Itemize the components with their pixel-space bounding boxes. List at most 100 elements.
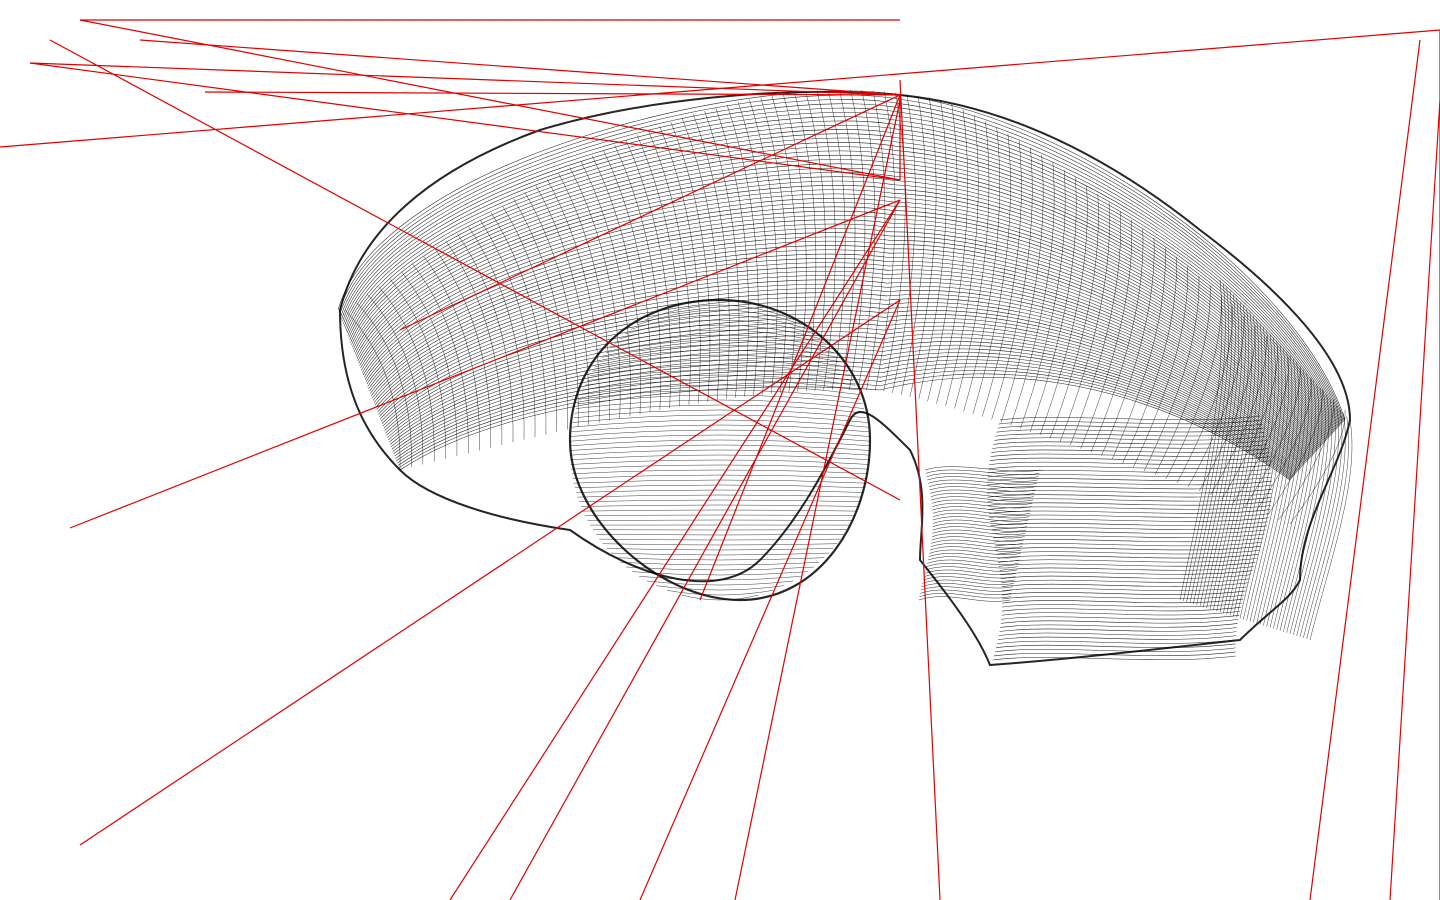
mesh-lower-left-layer	[918, 596, 1011, 602]
inner-loop-line	[637, 309, 803, 325]
mesh-right-fold	[1299, 409, 1343, 637]
mesh-section-line	[963, 127, 1000, 412]
mesh-section-line	[344, 309, 401, 471]
mesh-section-line	[1143, 276, 1200, 472]
mesh-section-line	[982, 140, 1022, 417]
mesh-lower-layer	[1001, 586, 1247, 592]
mesh-outline	[338, 90, 1352, 667]
inner-loop-line	[572, 474, 868, 479]
mesh-section-line	[434, 248, 491, 448]
mesh-lower-layer	[994, 647, 1236, 653]
mesh-right-fold	[1219, 323, 1263, 613]
mesh-contour-line	[370, 245, 1317, 452]
mesh-contour-line	[395, 359, 1295, 476]
mesh-section-line	[900, 95, 926, 395]
mesh-section-line	[356, 302, 412, 468]
mesh-right-fold	[1183, 283, 1226, 602]
ray-line	[899, 79, 941, 900]
mesh-contour-line	[343, 116, 1341, 426]
inner-loop-line	[570, 439, 870, 447]
mesh-lower-left-layer	[932, 513, 1030, 519]
mesh-section-line	[670, 122, 711, 402]
mesh-lower-left-layer	[927, 559, 1019, 565]
mesh-contour-line	[366, 228, 1320, 448]
mesh-lower-layer	[989, 460, 1271, 466]
mesh-right-fold	[1276, 384, 1319, 630]
mesh-section-line	[457, 233, 514, 443]
mesh-lower-left-layer	[932, 509, 1031, 515]
mesh-lower-layer	[999, 415, 1261, 421]
mesh-contour-line	[359, 193, 1327, 442]
mesh-contour-line	[355, 176, 1330, 438]
mesh-lower-layer	[987, 480, 1272, 486]
mesh-section-line	[681, 118, 720, 401]
mesh-contour-line	[371, 253, 1315, 454]
ray-lines	[0, 19, 1440, 900]
mesh-section-line	[794, 92, 817, 392]
inner-loop-line	[577, 494, 863, 498]
mesh-right-fold	[1306, 416, 1349, 640]
mesh-section-line	[954, 121, 990, 409]
mesh-contour-line	[382, 305, 1306, 464]
mesh-lower-left-layer	[921, 583, 1014, 589]
mesh-contour-line	[344, 120, 1340, 427]
inner-loop-line	[602, 543, 838, 546]
ray-line	[79, 299, 901, 846]
mesh-contour-line	[346, 133, 1338, 429]
mesh-section-line	[1010, 162, 1055, 426]
mesh-lower-layer	[1001, 606, 1241, 612]
mesh-lower-layer	[991, 448, 1269, 453]
mesh-contour-line	[388, 329, 1301, 469]
mesh-right-fold	[1283, 391, 1326, 632]
inner-loop-line	[632, 571, 808, 576]
inner-loop-line	[586, 369, 854, 381]
mesh-section-line	[1039, 185, 1088, 436]
inner-loop-line	[599, 538, 841, 541]
mesh-right-fold	[1303, 412, 1346, 639]
inner-loop-line	[609, 334, 831, 349]
mesh-lower-layer	[990, 452, 1269, 457]
mesh-contour-line	[384, 313, 1304, 466]
mesh-section-line	[892, 94, 916, 393]
mesh-section-line	[1187, 315, 1245, 487]
wireframe-mesh	[337, 89, 1353, 667]
mesh-lower-layer	[993, 537, 1264, 543]
mesh-right-fold	[1203, 305, 1246, 608]
mesh-section-line	[715, 107, 749, 397]
inner-loop-line	[592, 359, 848, 372]
mesh-section-line	[1020, 169, 1066, 429]
mesh-lower-layer	[998, 631, 1237, 636]
mesh-contour-line	[379, 288, 1309, 461]
mesh-lower-layer	[998, 562, 1256, 567]
mesh-section-line	[827, 90, 846, 391]
mesh-lower-layer	[1000, 574, 1251, 579]
mesh-section-line	[569, 167, 621, 419]
mesh-section-line	[1199, 326, 1256, 492]
mesh-right-fold	[1273, 380, 1316, 629]
mesh-contour-line	[391, 344, 1298, 473]
mesh-section-line	[1122, 256, 1177, 464]
mesh-lower-layer	[989, 513, 1270, 518]
mesh-section-line	[423, 256, 480, 451]
mesh-lower-layer	[990, 521, 1268, 527]
mesh-lower-layer	[987, 488, 1272, 494]
mesh-section-line	[839, 89, 856, 391]
mesh-lower-layer	[989, 456, 1270, 461]
mesh-section-line	[591, 155, 641, 414]
mesh-lower-layer	[1002, 590, 1246, 596]
inner-loop-line	[569, 444, 871, 451]
mesh-contour-line	[390, 341, 1299, 472]
ray-line	[204, 91, 901, 96]
inner-loop-line	[579, 499, 861, 503]
mesh-lower-layer	[1001, 615, 1240, 620]
mesh-section-line	[490, 212, 547, 435]
ray-line	[49, 39, 901, 501]
ray-line	[509, 199, 901, 900]
mesh-section-line	[535, 185, 590, 425]
mesh-right-fold	[1246, 351, 1289, 621]
inner-loop-line	[646, 580, 794, 586]
mesh-lower-left-layer	[925, 469, 1040, 475]
mesh-lower-layer	[987, 484, 1273, 490]
mesh-right-fold	[1309, 419, 1353, 641]
